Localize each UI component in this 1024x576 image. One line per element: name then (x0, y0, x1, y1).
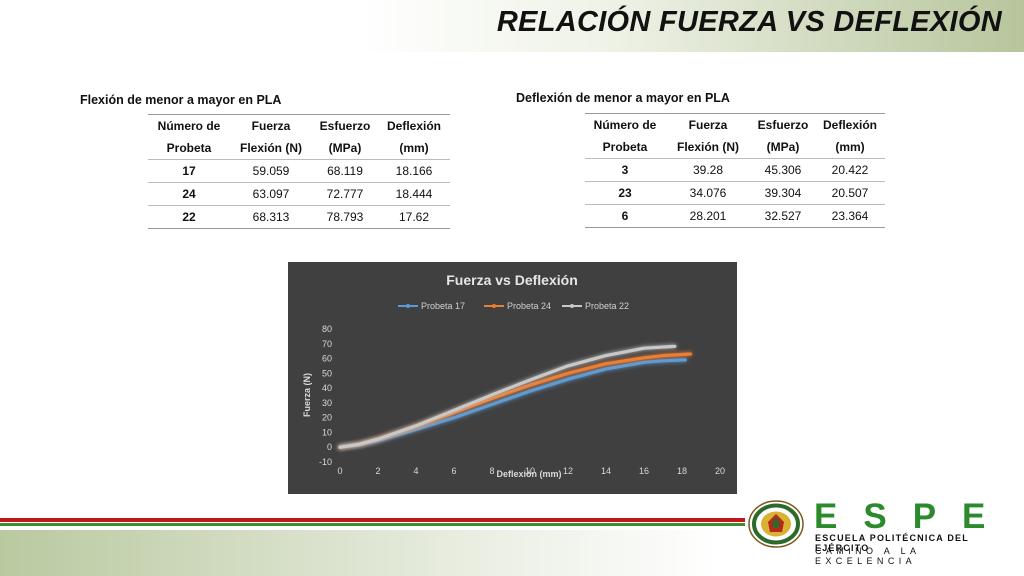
line-chart: Fuerza vs Deflexión Probeta 17 Probeta 24… (302, 272, 725, 479)
header-cell: Flexión (N) (677, 140, 739, 154)
institution-motto: CAMINO A LA EXCELENCIA (815, 546, 920, 566)
x-tick-label: 14 (601, 466, 611, 476)
header-cell: Probeta (602, 140, 648, 154)
table-cell: 78.793 (312, 205, 378, 229)
x-tick-label: 8 (489, 466, 494, 476)
y-tick-label: 80 (322, 324, 332, 334)
espe-wordmark: ESPE (814, 497, 1012, 536)
x-axis-label: Deflexión (mm) (496, 469, 561, 479)
header-cell: Deflexión (378, 114, 450, 137)
table-left: Número de Fuerza Esfuerzo Deflexión Prob… (148, 114, 450, 229)
table-cell: 59.059 (230, 159, 312, 183)
y-tick-label: 30 (322, 398, 332, 408)
table-row: 22 68.313 78.793 17.62 (148, 205, 450, 229)
legend-label: Probeta 17 (421, 301, 465, 311)
table-cell: 17.62 (378, 205, 450, 229)
x-tick-label: 16 (639, 466, 649, 476)
x-tick-label: 18 (677, 466, 687, 476)
y-tick-label: -10 (319, 457, 332, 467)
x-tick-label: 0 (337, 466, 342, 476)
legend-marker (492, 304, 496, 308)
footer-band (0, 530, 1024, 576)
table-left-caption: Flexión de menor a mayor en PLA (80, 93, 282, 107)
y-tick-label: 60 (322, 354, 332, 364)
table-row: 3 39.28 45.306 20.422 (585, 158, 885, 182)
y-tick-label: 20 (322, 413, 332, 423)
table-cell: 63.097 (230, 182, 312, 206)
y-tick-label: 70 (322, 339, 332, 349)
slide-title: RELACIÓN FUERZA VS DEFLEXIÓN (496, 6, 1002, 38)
y-tick-label: 0 (327, 442, 332, 452)
green-stripe (0, 523, 745, 526)
table-cell: 72.777 (312, 182, 378, 206)
legend-marker (406, 304, 410, 308)
table-cell: 68.313 (230, 205, 312, 229)
table-cell: 23.364 (815, 204, 885, 228)
y-tick-label: 50 (322, 368, 332, 378)
table-cell: 68.119 (312, 159, 378, 183)
chart-area: Fuerza vs Deflexión Probeta 17 Probeta 24… (288, 262, 737, 494)
institution-name: ESCUELA POLITÉCNICA DEL EJÉRCITO (815, 533, 969, 553)
table-cell: 39.304 (751, 181, 815, 205)
x-tick-label: 4 (413, 466, 418, 476)
header-cell: Deflexión (815, 113, 885, 136)
table-right: Número de Fuerza Esfuerzo Deflexión Prob… (585, 113, 885, 228)
table-cell: 20.507 (815, 181, 885, 205)
table-cell: 20.422 (815, 158, 885, 182)
legend-marker (570, 304, 574, 308)
header-cell: (MPa) (766, 140, 800, 154)
header-cell: Número de (585, 113, 665, 136)
header-cell: Probeta (166, 141, 212, 155)
chart-title: Fuerza vs Deflexión (446, 272, 578, 288)
header-cell: Esfuerzo (312, 114, 378, 137)
table-cell: 17 (148, 159, 230, 183)
red-stripe (0, 518, 745, 522)
header-cell: (MPa) (328, 141, 362, 155)
y-tick-label: 10 (322, 427, 332, 437)
table-row: 17 59.059 68.119 18.166 (148, 159, 450, 183)
table-cell: 32.527 (751, 204, 815, 228)
table-cell: 18.166 (378, 159, 450, 183)
table-cell: 18.444 (378, 182, 450, 206)
axis-ticks: 0 2 4 6 8 10 12 14 16 18 20 -10 0 10 20 30 40 50 60 70 80 (319, 324, 725, 476)
seal-logo-icon (748, 500, 804, 548)
table-row: 23 34.076 39.304 20.507 (585, 181, 885, 205)
y-axis-label: Fuerza (N) (302, 373, 312, 417)
x-tick-label: 2 (375, 466, 380, 476)
chart-legend: Probeta 17 Probeta 24 Probeta 22 (398, 301, 629, 311)
legend-label: Probeta 24 (507, 301, 551, 311)
header-cell: Esfuerzo (751, 113, 815, 136)
table-cell: 28.201 (665, 204, 751, 228)
table-cell: 39.28 (665, 158, 751, 182)
y-tick-label: 40 (322, 383, 332, 393)
header-cell: Fuerza (665, 113, 751, 136)
header-band (0, 0, 1024, 52)
table-row: 6 28.201 32.527 23.364 (585, 204, 885, 228)
table-cell: 24 (148, 182, 230, 206)
table-row: 24 63.097 72.777 18.444 (148, 182, 450, 206)
header-cell: Número de (148, 114, 230, 137)
x-tick-label: 12 (563, 466, 573, 476)
table-cell: 34.076 (665, 181, 751, 205)
series-line-3 (338, 344, 677, 449)
x-tick-label: 10 (525, 466, 535, 476)
table-cell: 22 (148, 205, 230, 229)
table-right-caption: Deflexión de menor a mayor en PLA (516, 91, 730, 105)
table-cell: 45.306 (751, 158, 815, 182)
header-cell: Flexión (N) (240, 141, 302, 155)
table-cell: 3 (585, 158, 665, 182)
chart-series (338, 344, 692, 449)
x-tick-label: 6 (451, 466, 456, 476)
header-cell: (mm) (835, 140, 865, 154)
table-cell: 23 (585, 181, 665, 205)
legend-label: Probeta 22 (585, 301, 629, 311)
table-cell: 6 (585, 204, 665, 228)
header-cell: Fuerza (230, 114, 312, 137)
header-cell: (mm) (399, 141, 429, 155)
x-tick-label: 20 (715, 466, 725, 476)
